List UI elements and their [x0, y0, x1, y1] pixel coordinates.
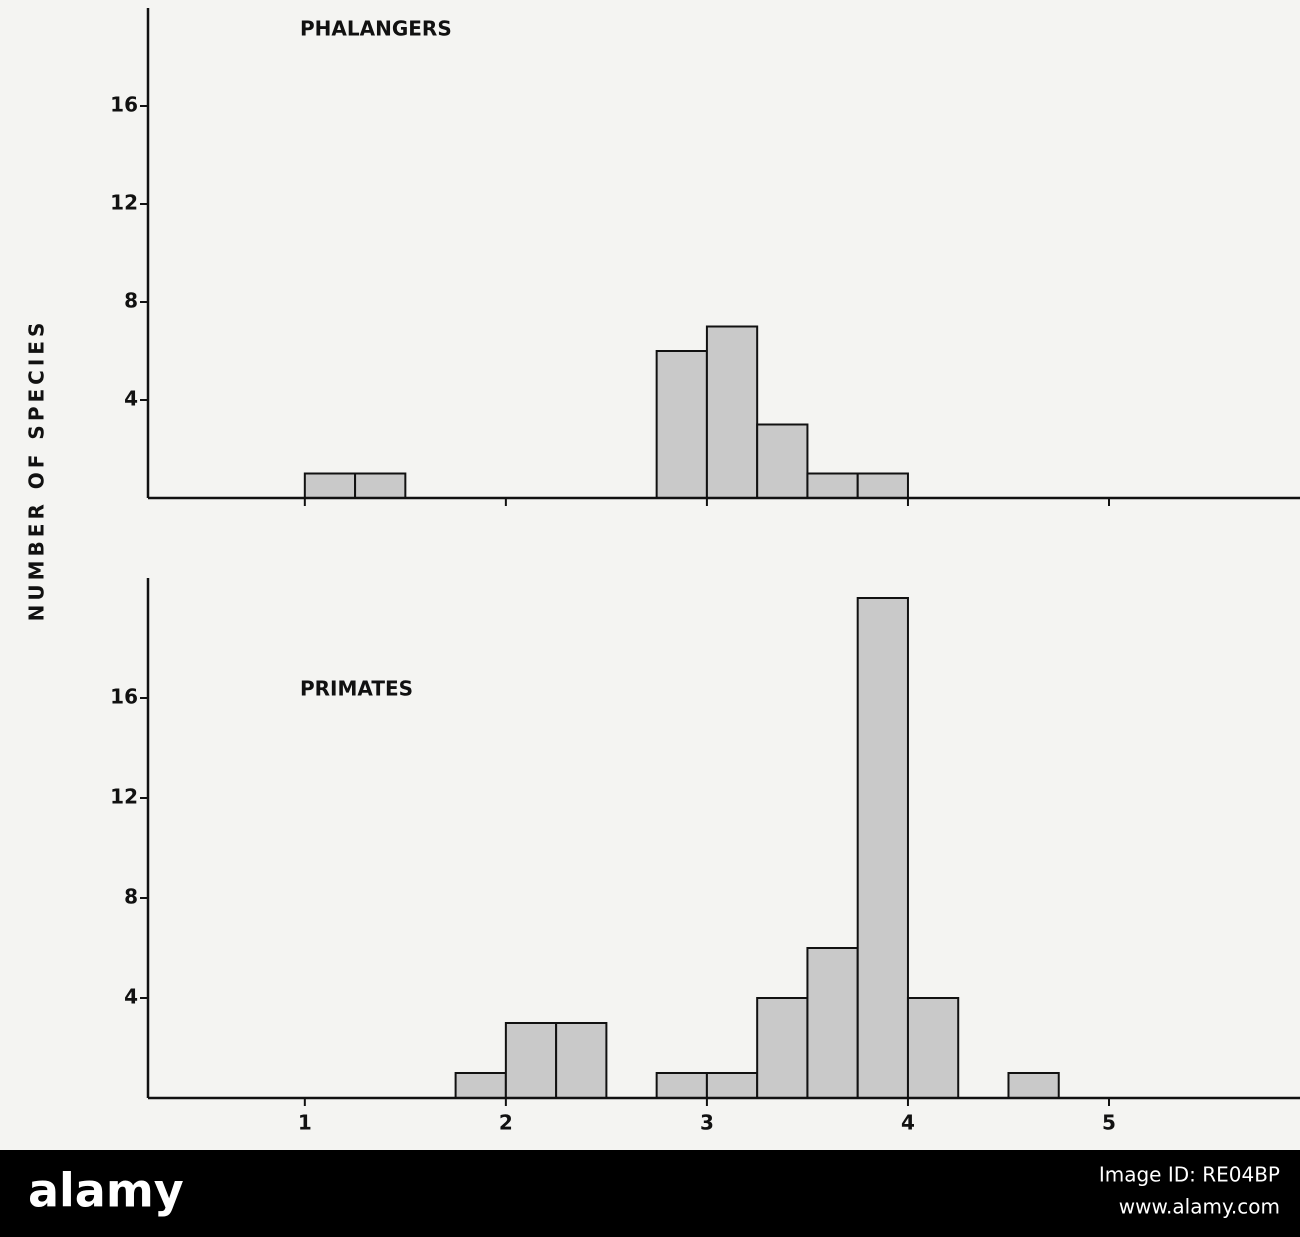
y-tick-label: 16: [110, 93, 138, 117]
y-axis-label: NUMBER OF SPECIES: [25, 319, 49, 622]
bar: [1007, 1072, 1060, 1099]
x-tick-label: 5: [1102, 1111, 1116, 1135]
bar: [655, 350, 708, 499]
panel-title: PHALANGERS: [300, 17, 452, 41]
bar: [303, 472, 357, 499]
paper: [0, 0, 1300, 1150]
footer-id: Image ID: RE04BP: [1099, 1163, 1280, 1187]
x-tick-label: 1: [298, 1111, 312, 1135]
y-tick-label: 8: [124, 885, 138, 909]
bar: [504, 1022, 558, 1099]
y-tick-label: 4: [124, 985, 138, 1009]
bar: [705, 1072, 759, 1099]
y-tick-label: 8: [124, 289, 138, 313]
bar: [806, 947, 859, 1099]
bar: [856, 472, 909, 499]
y-tick-label: 12: [110, 785, 138, 809]
panel-title: PRIMATES: [300, 677, 413, 701]
x-tick-label: 4: [901, 1111, 915, 1135]
bar: [756, 423, 809, 499]
bar: [906, 997, 960, 1099]
bar: [806, 472, 859, 499]
footer-url: www.alamy.com: [1119, 1195, 1280, 1219]
bar: [756, 997, 809, 1099]
x-tick-label: 2: [499, 1111, 513, 1135]
y-tick-label: 4: [124, 387, 138, 411]
bar: [705, 325, 759, 499]
bar: [354, 472, 407, 499]
bar: [655, 1072, 708, 1099]
bar: [856, 597, 909, 1099]
y-tick-label: 16: [110, 685, 138, 709]
footer-brand: alamy: [28, 1164, 184, 1218]
bar: [454, 1072, 507, 1099]
y-tick-label: 12: [110, 191, 138, 215]
footer-bar: [0, 1150, 1300, 1237]
x-tick-label: 3: [700, 1111, 714, 1135]
bar: [555, 1022, 608, 1099]
